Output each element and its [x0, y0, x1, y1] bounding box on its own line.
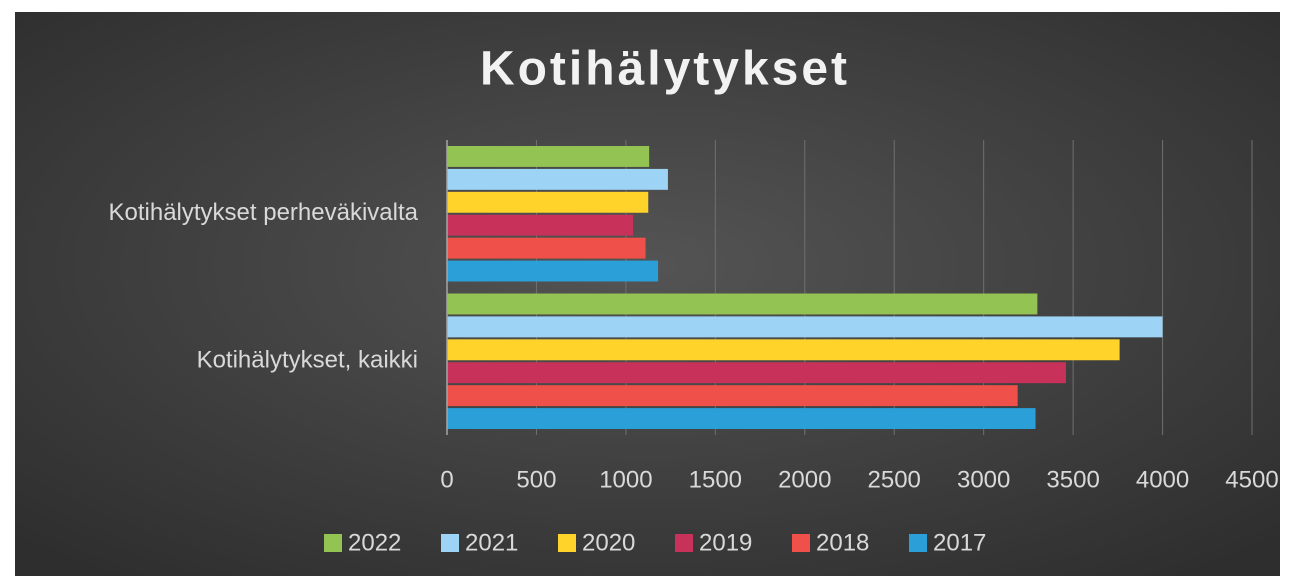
bar — [447, 362, 1066, 384]
bar — [447, 168, 668, 190]
bar — [447, 237, 646, 259]
bar — [447, 339, 1120, 361]
x-tick-label: 500 — [516, 466, 556, 493]
category-label: Kotihälytykset, kaikki — [197, 347, 418, 374]
bar — [447, 408, 1036, 429]
bar — [447, 191, 649, 213]
x-tick-label: 3000 — [957, 466, 1010, 493]
legend-label: 2019 — [699, 529, 752, 556]
legend-swatch — [675, 534, 693, 552]
x-tick-label: 2500 — [868, 466, 921, 493]
chart-title: Kotihälytykset — [480, 43, 850, 96]
legend-swatch — [558, 534, 576, 552]
x-tick-label: 3500 — [1046, 466, 1099, 493]
legend-swatch — [324, 534, 342, 552]
legend-label: 2017 — [933, 529, 986, 556]
x-tick-label: 4000 — [1136, 466, 1189, 493]
legend-label: 2021 — [465, 529, 518, 556]
x-tick-label: 1000 — [599, 466, 652, 493]
bar — [447, 316, 1163, 338]
bar — [447, 293, 1038, 315]
bar — [447, 146, 650, 167]
legend-label: 2018 — [816, 529, 869, 556]
x-tick-label: 1500 — [689, 466, 742, 493]
bar — [447, 214, 634, 236]
legend-swatch — [909, 534, 927, 552]
category-label: Kotihälytykset perheväkivalta — [109, 199, 419, 226]
bar — [447, 385, 1018, 407]
bar — [447, 260, 659, 282]
legend-swatch — [441, 534, 459, 552]
legend-label: 2022 — [348, 529, 401, 556]
legend-label: 2020 — [582, 529, 635, 556]
legend-swatch — [792, 534, 810, 552]
x-tick-label: 0 — [440, 466, 453, 493]
x-tick-label: 4500 — [1225, 466, 1278, 493]
x-tick-label: 2000 — [778, 466, 831, 493]
